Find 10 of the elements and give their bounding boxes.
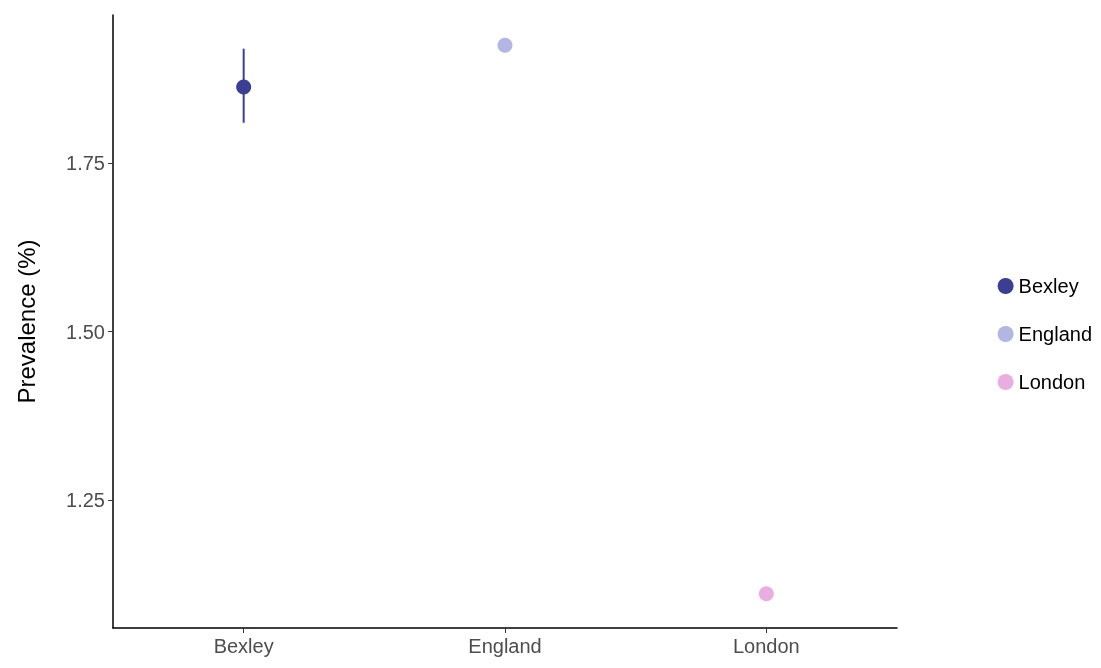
legend-label: England [1018, 323, 1093, 345]
y-axis-title: Prevalence (%) [12, 239, 40, 404]
x-tick-label: England [468, 635, 542, 657]
x-tick-label: London [732, 635, 800, 657]
y-tick-label: 1.50 [66, 320, 105, 343]
legend-label: Bexley [1018, 275, 1079, 297]
y-tick-label: 1.25 [66, 489, 105, 512]
legend-label: London [1018, 371, 1086, 393]
x-tick-label: Bexley [213, 635, 274, 657]
y-tick-label: 1.75 [66, 152, 105, 175]
